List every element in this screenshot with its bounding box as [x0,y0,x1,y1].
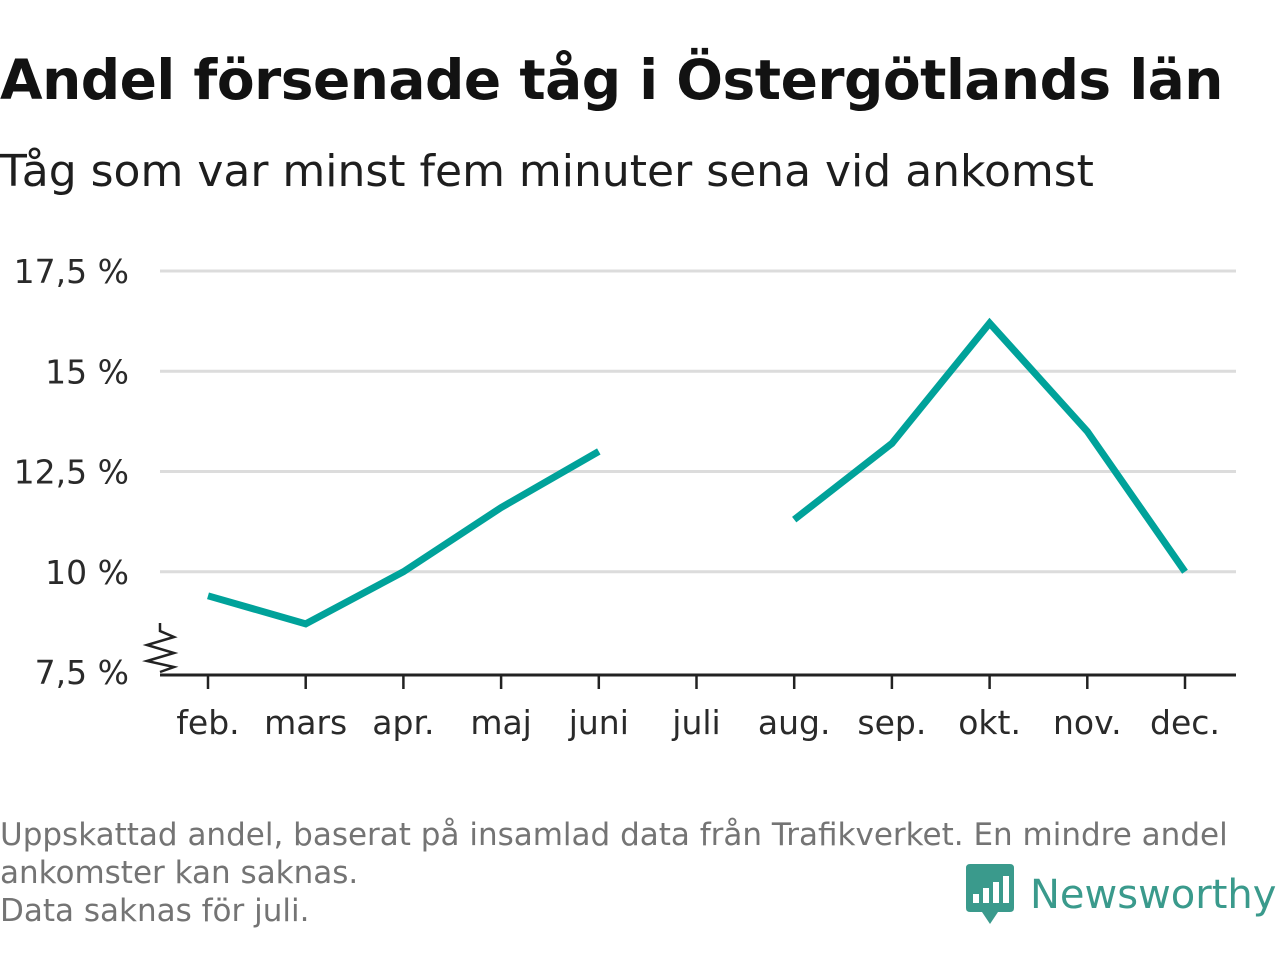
x-tick-label: mars [264,703,347,742]
y-tick-label: 15 % [45,352,129,391]
x-tick-label: sep. [857,703,926,742]
footnote: Uppskattad andel, baserat på insamlad da… [0,816,1270,930]
brand-logo: Newsworthy [964,864,1276,926]
x-tick-label: maj [470,703,532,742]
line-chart: 7,5 % 10 % 12,5 % 15 % 17,5 % feb. mars apr. ma… [14,252,1236,742]
x-tick-label: dec. [1150,703,1220,742]
x-tick-label: okt. [958,703,1021,742]
gridlines [160,269,1236,574]
series-lines [207,317,1188,628]
footnote-line: ankomster kan saknas. [0,855,359,891]
footnote-line: Data saknas för juli. [0,893,310,929]
axis-break-zigzag [142,623,179,674]
x-tick-label: feb. [176,703,239,742]
x-axis: feb. mars apr. maj juni juli aug. sep. okt. nov. d… [160,673,1236,742]
y-tick-label: 10 % [45,553,129,592]
brand-name: Newsworthy [1030,872,1277,918]
series-line [207,448,601,628]
y-tick-label: 12,5 % [14,453,129,492]
chart-subtitle: Tåg som var minst fem minuter sena vid a… [0,146,1094,197]
x-tick-label: apr. [372,703,434,742]
x-tick-label: juli [671,703,720,742]
footnote-line: Uppskattad andel, baserat på insamlad da… [0,817,1228,853]
y-axis-ticks: 7,5 % 10 % 12,5 % 15 % 17,5 % [14,252,129,692]
y-tick-label: 7,5 % [35,653,129,692]
x-tick-label: aug. [758,703,831,742]
newsworthy-logo-icon [966,864,1014,924]
x-tick-label: juni [568,703,629,742]
axis-break-icon [142,623,179,674]
chart-title: Andel försenade tåg i Östergötlands län [0,48,1223,112]
series-line [792,317,1188,574]
x-tick-label: nov. [1053,703,1122,742]
y-tick-label: 17,5 % [14,252,129,291]
